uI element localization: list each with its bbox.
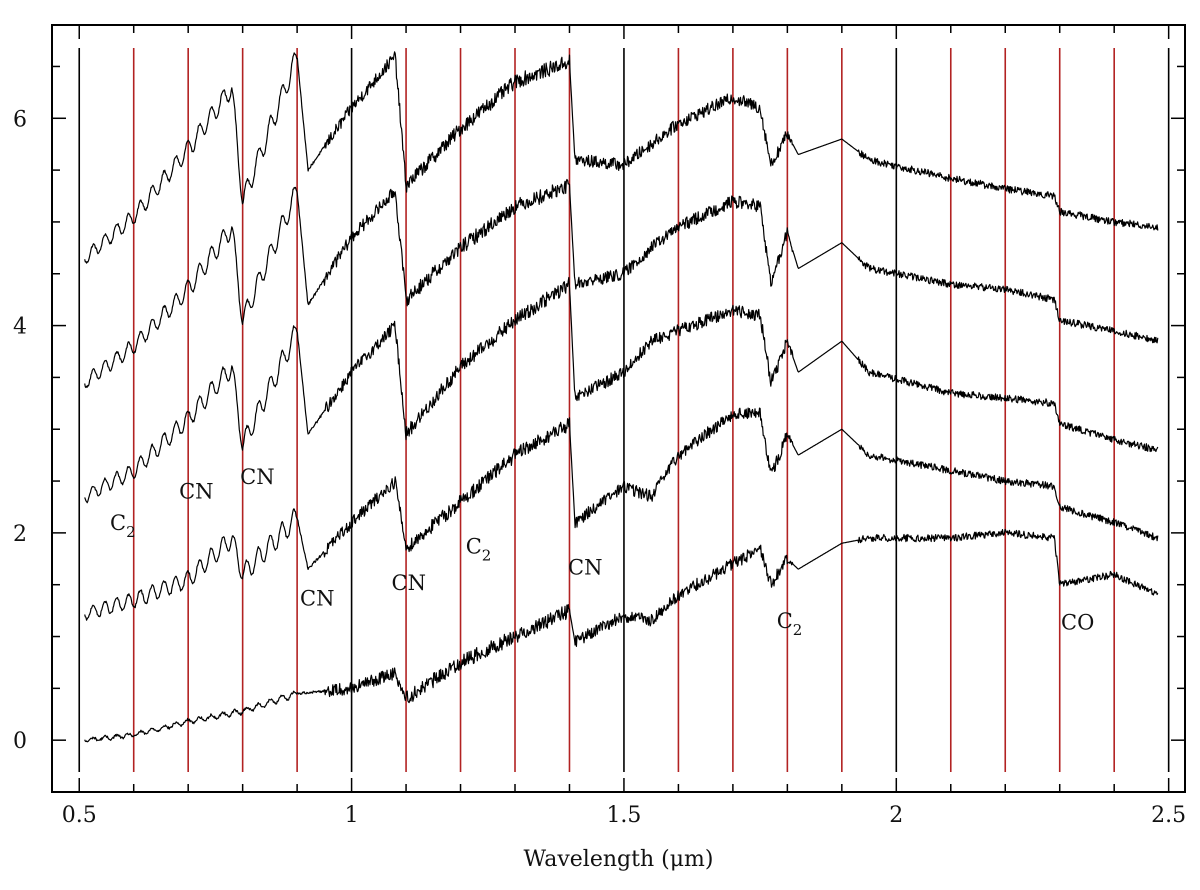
x-tick-label: 2.5 xyxy=(1151,803,1186,828)
spectrum-line xyxy=(84,178,1159,389)
feature-label: CN xyxy=(240,465,274,489)
y-tick-label: 2 xyxy=(13,522,27,547)
feature-label: CN xyxy=(392,571,426,595)
feature-label: CN xyxy=(568,555,602,579)
tick-labels: 0.5 1 1.5 2 2.5 0 2 4 6 xyxy=(13,107,1186,828)
x-tick-label: 1 xyxy=(345,803,359,828)
x-axis-label: Wavelength (μm) xyxy=(524,847,714,872)
feature-label: CN xyxy=(179,480,213,504)
feature-annotations: C2 CN CN CN CN C2 CN C2 CO xyxy=(110,465,1094,639)
axis-ticks xyxy=(52,25,1185,792)
spectrum-line xyxy=(84,276,1159,504)
spectrum-line xyxy=(84,407,1159,621)
y-tick-label: 4 xyxy=(13,315,27,340)
feature-label: C2 xyxy=(466,535,492,565)
x-tick-label: 1.5 xyxy=(606,803,641,828)
series-layer xyxy=(84,51,1159,743)
x-tick-label: 0.5 xyxy=(62,803,97,828)
y-tick-label: 0 xyxy=(13,729,27,754)
plot-frame xyxy=(51,24,1186,793)
y-tick-label: 6 xyxy=(13,107,27,132)
feature-label: CN xyxy=(300,586,334,610)
spectrum-line xyxy=(84,51,1159,264)
x-tick-label: 2 xyxy=(889,803,903,828)
reference-lines xyxy=(78,48,1170,772)
feature-label: CO xyxy=(1061,610,1094,634)
feature-label: C2 xyxy=(777,609,803,639)
spectrum-line xyxy=(84,528,1159,743)
feature-label: C2 xyxy=(110,511,136,541)
